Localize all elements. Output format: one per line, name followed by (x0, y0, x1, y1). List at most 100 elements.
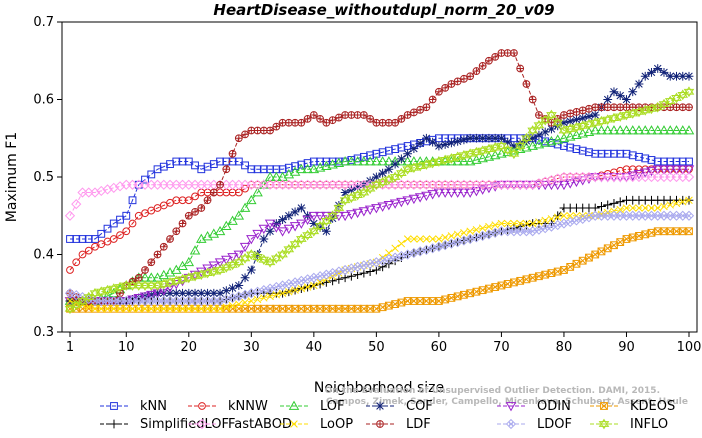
data-point-cross (229, 150, 236, 158)
data-point-overlay (514, 143, 526, 152)
data-point (471, 187, 482, 197)
data-point-cross (611, 213, 617, 219)
data-point (564, 123, 576, 132)
data-point (659, 67, 669, 77)
data-point (283, 278, 294, 290)
data-point (164, 283, 176, 293)
data-point (402, 249, 413, 260)
data-point-cross (572, 260, 581, 268)
data-point (259, 165, 268, 174)
data-point (664, 165, 676, 175)
data-point-overlay (539, 117, 551, 126)
data-point (565, 116, 575, 126)
data-point (528, 273, 537, 282)
data-point (109, 235, 118, 243)
data-point (291, 162, 299, 171)
data-point (408, 247, 419, 259)
data-point (539, 137, 551, 147)
data-point (170, 275, 182, 284)
data-point (505, 418, 517, 430)
data-point (452, 151, 463, 160)
data-point (308, 225, 320, 235)
data-point (615, 197, 625, 207)
data-point (403, 297, 412, 305)
data-point (278, 304, 287, 313)
data-point (141, 175, 149, 184)
data-point (685, 227, 693, 236)
data-point (671, 165, 682, 175)
x-tick-label: 20 (181, 340, 198, 355)
data-point (652, 125, 663, 135)
data-point (246, 249, 257, 258)
data-point (583, 118, 595, 128)
data-point (571, 177, 582, 188)
data-point (241, 304, 249, 313)
data-point (553, 121, 563, 131)
data-point (316, 278, 324, 287)
data-point (628, 233, 637, 242)
data-point (358, 207, 370, 217)
data-point (685, 157, 693, 166)
data-point (596, 125, 607, 135)
data-point (564, 131, 576, 141)
data-point (284, 304, 293, 313)
data-point (216, 157, 224, 166)
data-point-overlay (664, 98, 676, 107)
data-point (228, 283, 237, 293)
data-point (364, 205, 376, 215)
data-point (377, 202, 388, 212)
data-point (378, 148, 387, 157)
data-point (541, 270, 550, 279)
data-point (283, 244, 295, 253)
data-point-cross (686, 213, 692, 219)
data-point (639, 168, 651, 178)
data-point (502, 144, 513, 153)
data-point (291, 304, 299, 313)
data-point (633, 125, 645, 135)
data-point (252, 187, 263, 197)
data-point (627, 108, 639, 117)
data-point-cross (573, 108, 580, 116)
data-point (346, 156, 357, 166)
data-point (359, 304, 368, 313)
data-point (364, 156, 376, 166)
data-point (321, 269, 332, 280)
data-point-cross (647, 229, 656, 237)
data-point-cross (466, 72, 474, 80)
data-point (552, 219, 563, 231)
data-point (646, 125, 657, 135)
x-tick-label: 50 (368, 340, 385, 355)
data-point-cross (155, 298, 161, 304)
data-point-cross (535, 272, 543, 280)
data-point-cross (98, 298, 104, 304)
data-point (371, 204, 382, 214)
data-point-cross (272, 304, 281, 313)
data-point-cross (166, 235, 174, 243)
y-axis-label: Maximum F1 (4, 132, 20, 222)
data-point (622, 235, 631, 243)
data-point (84, 235, 93, 243)
data-point (116, 231, 124, 240)
data-point-cross (210, 189, 218, 196)
data-point-cross (397, 298, 406, 307)
data-point (435, 235, 443, 243)
data-point (288, 400, 300, 410)
data-point (428, 137, 438, 147)
data-point (78, 250, 87, 259)
data-point (183, 272, 195, 281)
data-point (472, 133, 481, 143)
data-point (677, 125, 689, 135)
data-point (66, 235, 74, 243)
data-point (108, 182, 119, 193)
data-point (289, 222, 301, 232)
data-point (198, 402, 206, 410)
data-point-overlay (239, 255, 251, 264)
data-point (647, 156, 656, 164)
data-point (434, 297, 443, 305)
data-point (289, 238, 301, 248)
data-point (409, 144, 419, 153)
data-point-cross (366, 304, 374, 313)
data-point (278, 289, 287, 298)
data-point-cross (522, 275, 531, 284)
data-point-overlay (277, 251, 288, 260)
